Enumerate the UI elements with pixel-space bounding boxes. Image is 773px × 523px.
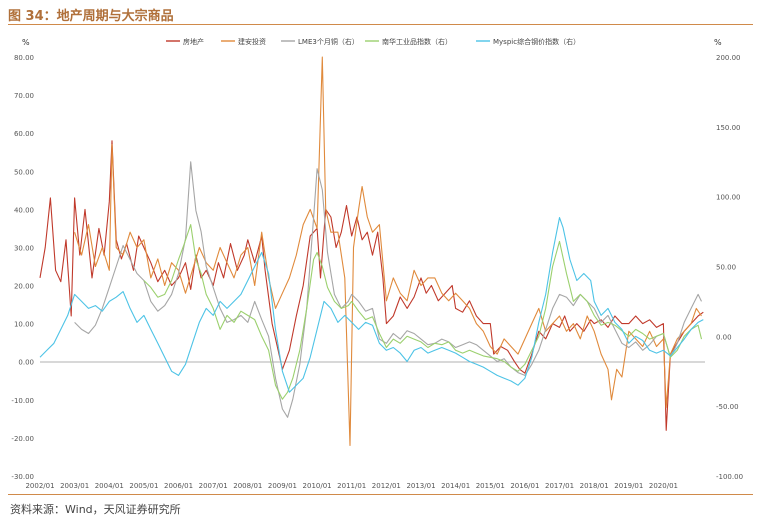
x-tick-label: 2017/01 xyxy=(545,482,574,490)
legend: 房地产 建安投资 LME3个月铜（右） 南华工业品指数（右） Myspic综合钢价指数（… xyxy=(166,37,580,46)
right-tick-label: -50.00 xyxy=(716,403,739,411)
figure-title: 图 34：地产周期与大宗商品 xyxy=(8,9,174,24)
series-line-1 xyxy=(39,140,704,431)
left-axis-ticks: 80.00 70.00 60.00 50.00 40.00 30.00 20.00 10.00… xyxy=(11,54,34,481)
x-tick-label: 2012/01 xyxy=(372,482,401,490)
series-line-2 xyxy=(74,56,702,447)
left-tick-label: 60.00 xyxy=(14,130,34,138)
series-line-5 xyxy=(39,217,704,393)
x-tick-label: 2005/01 xyxy=(129,482,158,490)
x-tick-label: 2019/01 xyxy=(614,482,643,490)
x-tick-label: 2011/01 xyxy=(337,482,366,490)
bottom-rule xyxy=(8,494,753,495)
left-tick-label: 40.00 xyxy=(14,206,34,214)
right-tick-label: 0.00 xyxy=(716,333,732,341)
x-tick-label: 2002/01 xyxy=(25,482,54,490)
left-tick-label: 80.00 xyxy=(14,54,34,62)
x-tick-label: 2004/01 xyxy=(95,482,124,490)
top-rule xyxy=(8,24,753,25)
x-axis-ticks: 2002/01 2003/01 2004/01 2005/01 2006/01 2007/… xyxy=(25,482,678,490)
legend-label: 南华工业品指数（右） xyxy=(382,37,452,46)
left-tick-label: 10.00 xyxy=(14,321,34,329)
right-tick-label: 100.00 xyxy=(716,194,741,202)
legend-label: Myspic综合钢价指数（右） xyxy=(493,37,580,46)
x-tick-label: 2008/01 xyxy=(233,482,262,490)
series-line-3 xyxy=(74,161,702,418)
right-tick-label: -100.00 xyxy=(716,473,743,481)
x-tick-label: 2006/01 xyxy=(164,482,193,490)
x-tick-label: 2014/01 xyxy=(441,482,470,490)
legend-label: LME3个月铜（右） xyxy=(298,37,359,46)
left-tick-label: 0.00 xyxy=(18,359,34,367)
right-axis-unit: % xyxy=(714,38,722,47)
x-tick-label: 2010/01 xyxy=(303,482,332,490)
x-tick-label: 2009/01 xyxy=(268,482,297,490)
series-layer xyxy=(39,56,704,447)
left-tick-label: -20.00 xyxy=(11,435,34,443)
x-tick-label: 2018/01 xyxy=(580,482,609,490)
series-line-4 xyxy=(143,224,703,400)
legend-label: 建安投资 xyxy=(238,37,266,46)
left-tick-label: 70.00 xyxy=(14,92,34,100)
x-tick-label: 2003/01 xyxy=(60,482,89,490)
right-tick-label: 50.00 xyxy=(716,264,736,272)
right-axis-ticks: 200.00 150.00 100.00 50.00 0.00 -50.00 -100.00 xyxy=(716,54,743,481)
x-tick-label: 2013/01 xyxy=(406,482,435,490)
x-tick-label: 2020/01 xyxy=(649,482,678,490)
legend-label: 房地产 xyxy=(183,37,204,46)
left-tick-label: -30.00 xyxy=(11,473,34,481)
left-tick-label: 20.00 xyxy=(14,283,34,291)
left-tick-label: 50.00 xyxy=(14,168,34,176)
source-note: 资料来源：Wind，天风证券研究所 xyxy=(10,503,181,516)
right-tick-label: 150.00 xyxy=(716,124,741,132)
right-tick-label: 200.00 xyxy=(716,54,741,62)
x-tick-label: 2016/01 xyxy=(510,482,539,490)
left-tick-label: 30.00 xyxy=(14,244,34,252)
x-tick-label: 2015/01 xyxy=(476,482,505,490)
left-axis-unit: % xyxy=(22,38,30,47)
left-tick-label: -10.00 xyxy=(11,397,34,405)
x-tick-label: 2007/01 xyxy=(199,482,228,490)
